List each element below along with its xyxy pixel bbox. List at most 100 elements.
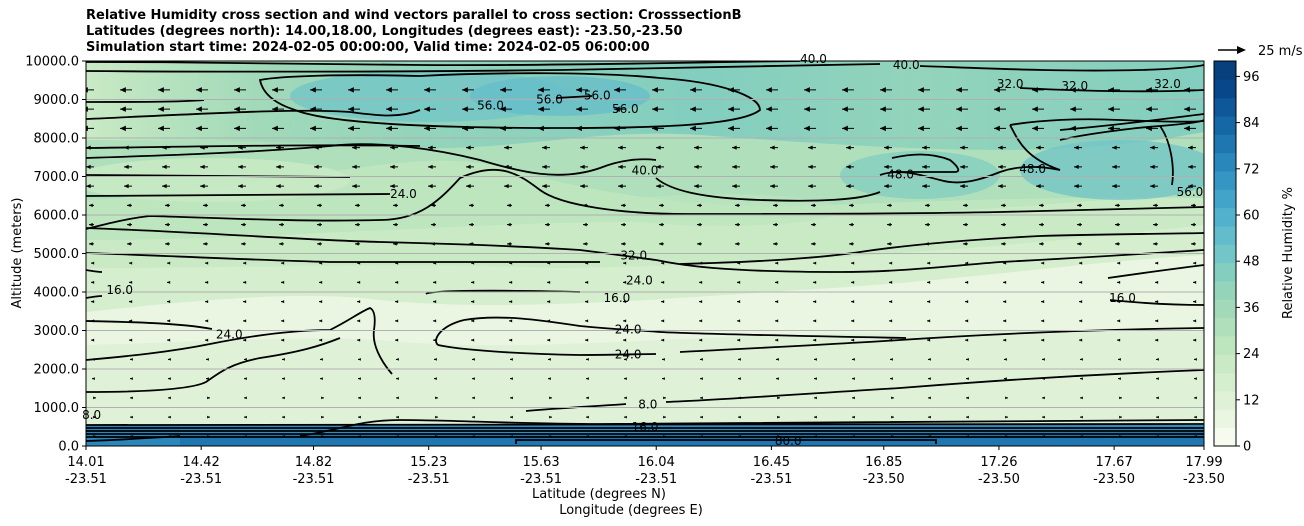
wind-vector-head — [623, 338, 627, 342]
wind-vector-head — [849, 242, 853, 246]
wind-vector-head — [321, 435, 324, 438]
wind-vector-head — [547, 319, 551, 323]
wind-vector-head — [352, 183, 357, 189]
x-tick-label-lat: 16.45 — [753, 455, 790, 470]
wind-vector-head — [621, 203, 625, 208]
wind-vector-head — [618, 164, 623, 170]
contour-label: 56.0 — [584, 89, 611, 103]
wind-vector-head — [770, 164, 775, 170]
wind-vector-head — [86, 164, 91, 170]
x-tick-label-lon: -23.50 — [863, 472, 905, 487]
wind-vector-head — [510, 358, 513, 361]
wind-vector-head — [1042, 358, 1045, 361]
x-tick-label-lon: -23.51 — [520, 472, 562, 487]
wind-vector-head — [1108, 87, 1114, 93]
wind-vector-head — [1005, 435, 1008, 438]
wind-vector-head — [196, 87, 202, 93]
wind-vector-head — [168, 415, 171, 419]
wind-vector-head — [694, 164, 699, 170]
x-tick-label-lon: -23.51 — [293, 472, 335, 487]
wind-vector-head — [728, 87, 734, 93]
wind-vector-head — [547, 338, 551, 342]
wind-vector-head — [732, 164, 737, 170]
colorbar-tick-label: 84 — [1243, 116, 1260, 131]
wind-vector-head — [811, 222, 815, 227]
contour-label: 16.0 — [604, 291, 631, 305]
wind-vector-head — [243, 300, 247, 304]
wind-vector-head — [1003, 280, 1007, 284]
wind-vector-head — [206, 358, 209, 361]
wind-vector-head — [737, 261, 741, 265]
wind-vector-head — [1039, 203, 1043, 208]
wind-vector-head — [700, 358, 703, 361]
wind-vector-head — [918, 87, 924, 93]
wind-vector-head — [507, 242, 511, 246]
wind-vector-head — [1080, 358, 1083, 361]
wind-vector-head — [1041, 280, 1045, 284]
wind-vector-head — [471, 280, 475, 284]
wind-vector-head — [1193, 338, 1197, 342]
wind-vector-head — [91, 319, 95, 323]
wind-vector-head — [925, 222, 929, 227]
wind-vector-head — [472, 358, 475, 361]
wind-vector-head — [956, 125, 962, 132]
contour-label: 32.0 — [1061, 79, 1088, 93]
wind-vector-head — [732, 145, 737, 150]
colorbar-segment — [1214, 427, 1236, 447]
x-tick-label-lon: -23.51 — [635, 472, 677, 487]
wind-vector-head — [1119, 415, 1122, 419]
wind-vector-head — [1074, 164, 1079, 170]
wind-vector-head — [738, 358, 741, 361]
wind-vector-head — [621, 222, 625, 227]
wind-vector-head — [509, 261, 513, 265]
wind-vector-head — [469, 222, 473, 227]
wind-vector-head — [846, 183, 851, 189]
wind-vector-head — [846, 145, 851, 150]
wind-vector-head — [471, 319, 475, 323]
wind-vector-head — [880, 125, 886, 132]
wind-vector-head — [813, 300, 817, 304]
wind-vector-head — [966, 415, 969, 419]
wind-vector-head — [1077, 242, 1081, 246]
y-gridlines — [86, 99, 1204, 408]
wind-vector-head — [927, 261, 931, 265]
wind-vector-head — [842, 106, 848, 112]
wind-vector-head — [663, 396, 666, 400]
wind-vector-head — [1118, 377, 1121, 380]
wind-vector-head — [922, 183, 927, 189]
wind-vector-head — [314, 145, 319, 150]
wind-vector-head — [86, 125, 88, 132]
contour-label: 56.0 — [1177, 185, 1204, 199]
wind-vector-head — [1155, 300, 1159, 304]
wind-vector-head — [319, 319, 323, 323]
wind-vector-head — [1194, 358, 1197, 361]
x-tick-label-lat: 16.04 — [638, 455, 675, 470]
wind-vector-head — [89, 242, 93, 246]
wind-vector-head — [737, 319, 741, 323]
wind-vector-head — [395, 261, 399, 265]
wind-vector-head — [1150, 164, 1155, 170]
wind-vector-head — [393, 203, 397, 208]
colorbar-tick-label: 60 — [1243, 209, 1260, 224]
wind-vector-head — [963, 203, 967, 208]
contour-label: 48.0 — [1019, 162, 1046, 176]
wind-vector-head — [92, 358, 95, 361]
y-tick-label: 0.0 — [58, 440, 79, 455]
wind-vector-head — [889, 280, 893, 284]
wind-vector-head — [1153, 242, 1157, 246]
wind-vector-head — [1150, 183, 1155, 189]
x-tick-label-lon: -23.51 — [180, 472, 222, 487]
wind-vector-head — [697, 242, 701, 246]
wind-vector-head — [851, 319, 855, 323]
colorbar-label: Relative Humidity % — [1281, 187, 1296, 319]
wind-vector-head — [358, 358, 361, 361]
wind-vector-head — [661, 300, 665, 304]
wind-vector-head — [124, 145, 129, 150]
colorbar-tick-label: 72 — [1243, 162, 1260, 177]
x-axis: 14.01 -23.51 14.42 -23.51 14.82 -23.51 15.23 -2… — [65, 446, 1225, 487]
wind-vector-head — [662, 377, 665, 380]
wind-vector-head — [390, 183, 395, 189]
wind-vector-head — [846, 164, 851, 170]
wind-vector-head — [129, 280, 133, 284]
wind-vector-head — [1079, 338, 1083, 342]
